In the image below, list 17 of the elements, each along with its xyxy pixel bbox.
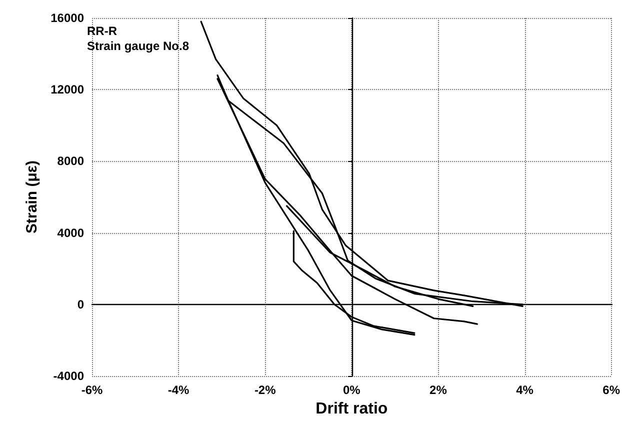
y-axis-title: Strain (με) [24,160,41,234]
y-tick-label: -4000 [53,369,84,383]
x-tick-label: -6% [81,383,103,397]
text: RR-R [87,24,118,38]
x-tick-label: -4% [168,383,190,397]
x-tick-label: 4% [516,383,534,397]
x-tick-label: 2% [430,383,448,397]
y-tick-label: 16000 [50,11,84,25]
y-tick-label: 12000 [50,82,84,97]
text: Strain gauge No.8 [87,39,190,53]
y-tick-label: 4000 [57,226,84,240]
x-tick-label: -2% [254,383,276,397]
y-tick-label: 8000 [57,154,84,168]
x-tick-label: 6% [602,383,620,397]
x-tick-label: 0% [342,383,361,397]
x-axis-title: Drift ratio [316,400,388,418]
y-tick-label: 0 [77,297,84,312]
